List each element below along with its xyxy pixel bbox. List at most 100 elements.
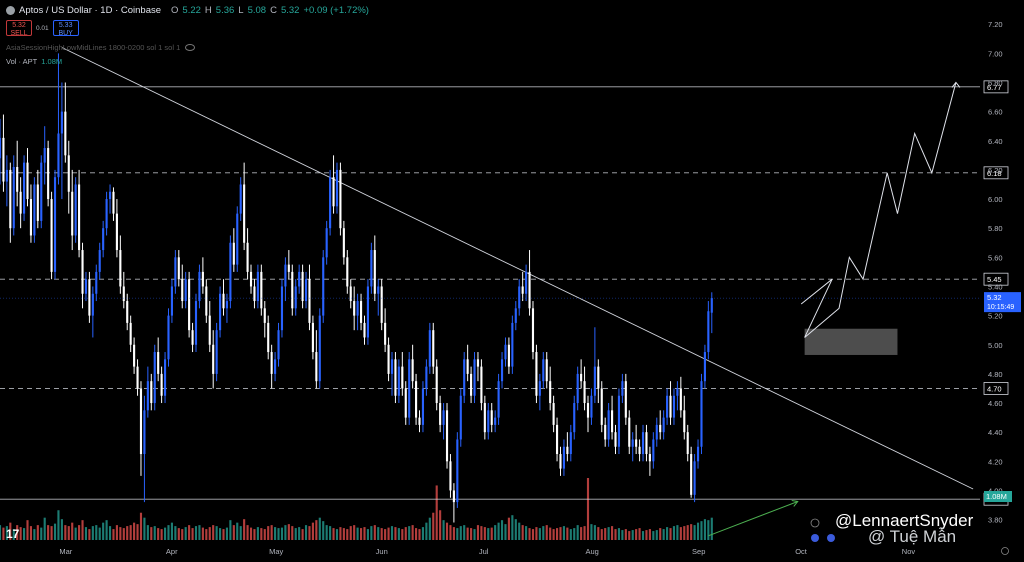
candle-body xyxy=(43,148,46,163)
sell-label: SELL xyxy=(10,29,28,37)
symbol-title[interactable]: Aptos / US Dollar · 1D · Coinbase xyxy=(19,5,162,16)
volume-trend-line xyxy=(708,501,798,537)
candle-body xyxy=(415,381,418,418)
volume-bar xyxy=(428,517,431,540)
volume-bar xyxy=(222,529,225,540)
y-axis-tick-label: 4.20 xyxy=(988,457,1003,466)
candle-body xyxy=(112,191,115,214)
candle-body xyxy=(26,162,29,200)
x-axis-tick-label: Jun xyxy=(376,547,388,556)
volume-bar xyxy=(53,523,57,540)
volume-bar xyxy=(315,520,318,540)
volume-value-axis-label: 1.08M xyxy=(986,492,1007,501)
event-marker-icon[interactable] xyxy=(810,518,820,528)
volume-label: Vol · APT xyxy=(6,57,38,66)
candle-body xyxy=(311,322,314,353)
volume-bar xyxy=(497,522,500,540)
volume-bar xyxy=(212,525,215,540)
candle-body xyxy=(645,432,648,455)
y-axis-tick-label: 5.80 xyxy=(988,224,1003,233)
volume-bar xyxy=(88,529,91,540)
candle-body xyxy=(36,184,39,221)
volume-bar xyxy=(480,526,483,540)
volume-bar xyxy=(555,528,559,540)
candle-body xyxy=(71,191,74,236)
volume-bar xyxy=(318,517,321,540)
candle-body xyxy=(198,271,201,302)
volume-bar xyxy=(160,529,163,540)
volume-bar xyxy=(170,522,173,540)
candle-body xyxy=(98,250,101,272)
volume-bar xyxy=(260,528,263,540)
candle-body xyxy=(177,257,180,280)
volume-bar xyxy=(545,525,548,540)
volume-bar xyxy=(463,525,466,540)
volume-bar xyxy=(607,527,610,540)
candle-body xyxy=(703,352,706,382)
volume-bar xyxy=(153,526,156,540)
volume-bar xyxy=(394,527,397,540)
candle-body xyxy=(366,286,369,338)
candle-body xyxy=(339,169,342,229)
level-price-tag xyxy=(983,80,1009,94)
volume-bar xyxy=(249,527,253,540)
volume-bar xyxy=(449,525,452,540)
ohlc-high-label: H xyxy=(204,5,212,16)
candle-body xyxy=(380,286,383,323)
volume-bar xyxy=(119,527,122,540)
volume-bar xyxy=(628,531,631,540)
candle-body xyxy=(611,410,614,433)
volume-bar xyxy=(445,522,449,540)
candle-body xyxy=(425,366,428,389)
x-axis-tick-label: Mar xyxy=(59,547,72,556)
volume-bar xyxy=(74,527,77,540)
buy-button[interactable]: 5.33 BUY xyxy=(52,20,79,37)
candle-body xyxy=(600,388,603,425)
volume-bar xyxy=(322,521,325,540)
volume-bar xyxy=(256,527,259,540)
volume-bar xyxy=(239,526,242,540)
candle-body xyxy=(157,352,160,374)
candle-body xyxy=(139,388,143,455)
volume-bar xyxy=(415,528,418,540)
volume-bar xyxy=(301,529,304,540)
candle-body xyxy=(707,311,710,353)
settings-gear-icon[interactable] xyxy=(1001,547,1009,555)
sell-button[interactable]: 5.32 SELL xyxy=(6,20,32,37)
volume-bar xyxy=(19,527,22,540)
trade-buttons: 5.32 SELL 0.01 5.33 BUY xyxy=(6,20,79,37)
event-flag-icon[interactable] xyxy=(811,534,819,542)
volume-bar xyxy=(363,527,366,540)
volume-legend[interactable]: Vol · APT 1.08M xyxy=(6,57,62,66)
y-axis-tick-label: 6.20 xyxy=(988,166,1003,175)
volume-bar xyxy=(559,527,562,540)
volume-bar xyxy=(184,527,187,540)
eye-icon[interactable] xyxy=(185,44,196,51)
volume-bar xyxy=(604,528,607,540)
volume-bar xyxy=(33,529,36,540)
candle-body xyxy=(67,155,70,192)
candle-body xyxy=(277,330,280,360)
volume-bar xyxy=(569,529,572,540)
candle-body xyxy=(439,403,442,425)
candle-body xyxy=(239,184,242,214)
candle-body xyxy=(225,301,229,309)
candle-body xyxy=(12,166,15,229)
indicator-legend[interactable]: AsiaSessionHighLowMidLines 1800-0200 sol… xyxy=(6,43,196,52)
volume-bar xyxy=(439,510,442,540)
candle-body xyxy=(370,250,373,287)
volume-bar xyxy=(562,526,565,540)
candle-body xyxy=(322,257,325,316)
candle-body xyxy=(260,271,263,309)
volume-bar xyxy=(686,525,689,540)
volume-bar xyxy=(432,512,435,540)
candle-body xyxy=(538,381,541,396)
candle-body xyxy=(115,213,118,251)
candle-body xyxy=(2,137,5,182)
event-flag-icon[interactable] xyxy=(827,534,835,542)
volume-bar xyxy=(707,520,710,540)
volume-bar xyxy=(267,526,270,540)
aptos-logo-icon xyxy=(6,6,15,15)
volume-bar xyxy=(81,520,84,540)
